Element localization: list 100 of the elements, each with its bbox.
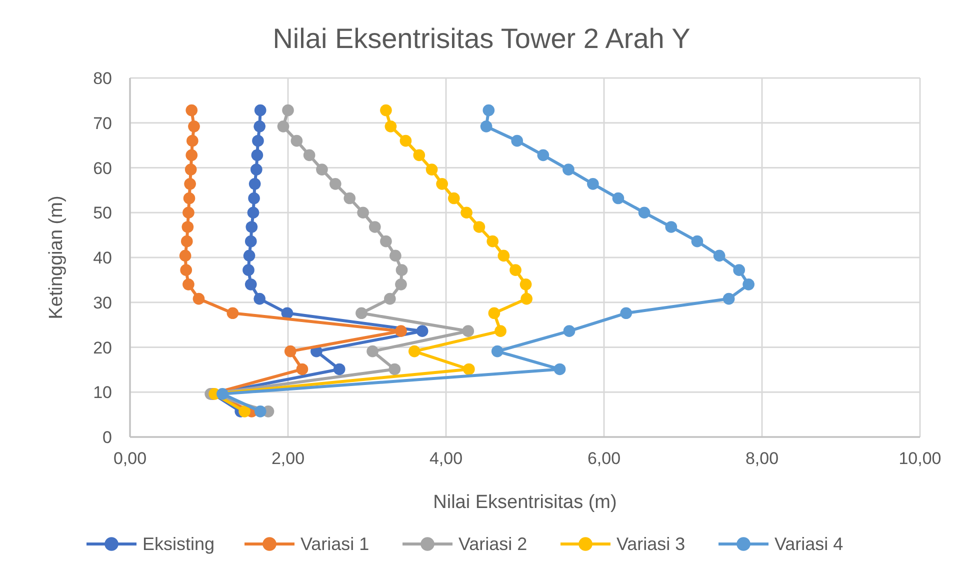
y-tick-label: 10 xyxy=(93,383,112,402)
x-tick-label: 4,00 xyxy=(429,449,463,468)
point xyxy=(333,363,346,376)
point xyxy=(436,178,448,190)
point xyxy=(247,206,260,219)
y-tick-label: 60 xyxy=(93,158,112,178)
point xyxy=(380,235,392,248)
point xyxy=(344,192,356,204)
x-tick-label: 8,00 xyxy=(745,449,779,468)
point xyxy=(742,278,754,290)
point xyxy=(180,235,193,248)
point xyxy=(182,278,194,290)
point xyxy=(183,192,196,204)
legend-label: Eksisting xyxy=(142,534,215,554)
point xyxy=(244,235,257,248)
point xyxy=(303,149,316,162)
point xyxy=(184,178,196,190)
point xyxy=(480,120,492,132)
point xyxy=(384,120,397,132)
y-tick-label: 50 xyxy=(93,204,112,223)
point xyxy=(248,178,261,190)
point xyxy=(254,406,266,418)
point xyxy=(254,104,266,116)
point xyxy=(612,192,624,204)
point xyxy=(242,264,254,276)
legend-label: Variasi 3 xyxy=(616,534,686,554)
point xyxy=(284,345,296,358)
x-tick-label: 10,00 xyxy=(898,449,942,468)
point xyxy=(395,325,407,337)
point xyxy=(498,250,510,262)
point xyxy=(400,134,412,147)
y-tick-label: 70 xyxy=(93,114,112,133)
chart-title: Nilai Eksentrisitas Tower 2 Arah Y xyxy=(272,23,691,54)
point xyxy=(554,363,566,376)
point xyxy=(494,325,506,337)
point xyxy=(562,164,574,176)
point xyxy=(620,307,632,320)
point xyxy=(520,278,532,290)
point xyxy=(254,120,266,132)
point xyxy=(713,250,726,262)
point xyxy=(184,164,197,176)
point xyxy=(380,104,392,116)
point xyxy=(462,363,475,376)
legend-label: Variasi 1 xyxy=(300,534,370,554)
point xyxy=(356,307,368,320)
x-tick-label: 0,00 xyxy=(113,449,147,468)
point xyxy=(182,221,194,233)
point xyxy=(520,292,532,305)
x-tick-label: 6,00 xyxy=(587,449,621,468)
point xyxy=(252,134,264,147)
point xyxy=(462,325,474,337)
point xyxy=(192,292,205,305)
y-axis-title: Ketinggian (m) xyxy=(46,196,67,320)
point xyxy=(722,292,735,305)
point xyxy=(488,307,500,320)
point xyxy=(511,134,524,147)
point xyxy=(188,120,200,132)
point xyxy=(368,221,381,233)
point xyxy=(638,206,650,219)
point xyxy=(416,325,428,337)
point xyxy=(226,307,239,320)
point xyxy=(282,104,294,116)
point xyxy=(665,221,678,233)
point xyxy=(290,134,303,147)
legend-label: Variasi 2 xyxy=(458,534,528,554)
point xyxy=(216,388,228,400)
y-tick-label: 40 xyxy=(93,248,112,268)
point xyxy=(408,345,420,358)
point xyxy=(250,164,262,176)
point xyxy=(244,278,257,290)
point xyxy=(251,149,264,162)
y-tick-label: 80 xyxy=(93,69,112,88)
point xyxy=(357,206,369,219)
point xyxy=(388,363,401,376)
y-tick-label: 0 xyxy=(102,428,112,447)
point xyxy=(733,264,746,276)
point xyxy=(281,307,294,320)
point xyxy=(413,149,426,162)
y-tick-label: 30 xyxy=(93,293,112,312)
x-tick-label: 2,00 xyxy=(271,449,305,468)
point xyxy=(186,104,198,116)
point xyxy=(186,149,198,162)
point xyxy=(384,292,396,305)
point xyxy=(277,120,290,132)
point xyxy=(460,206,472,219)
point xyxy=(243,250,256,262)
point xyxy=(296,363,308,376)
point xyxy=(182,206,194,219)
point xyxy=(246,221,258,233)
point xyxy=(316,164,328,176)
point xyxy=(180,264,192,276)
point xyxy=(587,178,599,190)
x-axis-title: Nilai Eksentrisitas (m) xyxy=(433,492,617,513)
point xyxy=(510,264,522,276)
point xyxy=(248,192,260,204)
point xyxy=(366,345,378,358)
point xyxy=(179,250,192,262)
point xyxy=(329,178,342,190)
point xyxy=(390,250,402,262)
point xyxy=(186,134,198,147)
